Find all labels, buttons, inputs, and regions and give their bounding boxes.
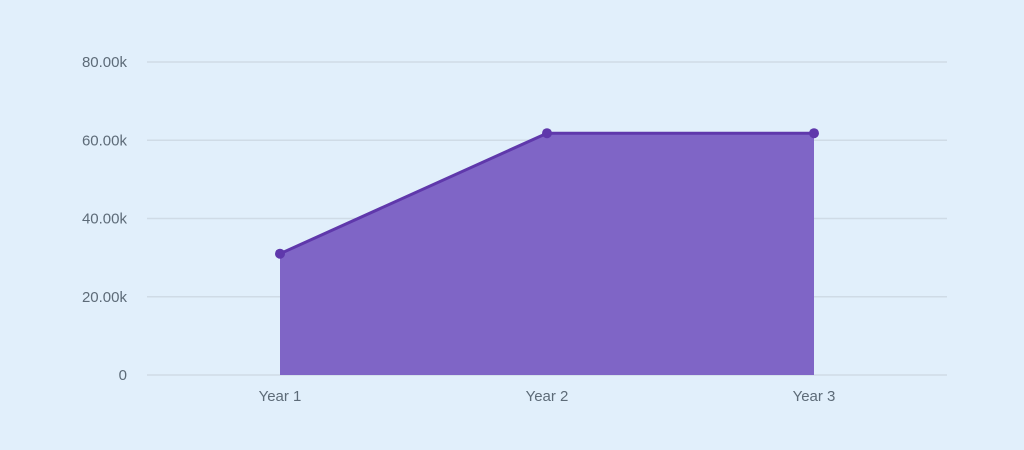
x-tick-label-1: Year 2	[526, 388, 569, 405]
series-area-fill-0	[280, 133, 814, 375]
series-area	[280, 133, 814, 375]
data-point-0-0[interactable]	[275, 248, 285, 259]
y-tick-label-3: 60.00k	[82, 132, 128, 149]
x-tick-label-0: Year 1	[259, 388, 302, 405]
x-axis: Year 1 Year 2 Year 3	[259, 388, 836, 405]
y-tick-label-2: 40.00k	[82, 211, 128, 228]
y-tick-label-1: 20.00k	[82, 289, 128, 306]
data-point-0-2[interactable]	[809, 128, 819, 139]
y-tick-label-0: 0	[119, 367, 127, 384]
y-axis: 0 20.00k 40.00k 60.00k 80.00k	[82, 54, 128, 384]
data-point-0-1[interactable]	[542, 128, 552, 139]
y-tick-label-4: 80.00k	[82, 54, 128, 71]
x-tick-label-2: Year 3	[793, 388, 836, 405]
series-points	[275, 128, 819, 259]
